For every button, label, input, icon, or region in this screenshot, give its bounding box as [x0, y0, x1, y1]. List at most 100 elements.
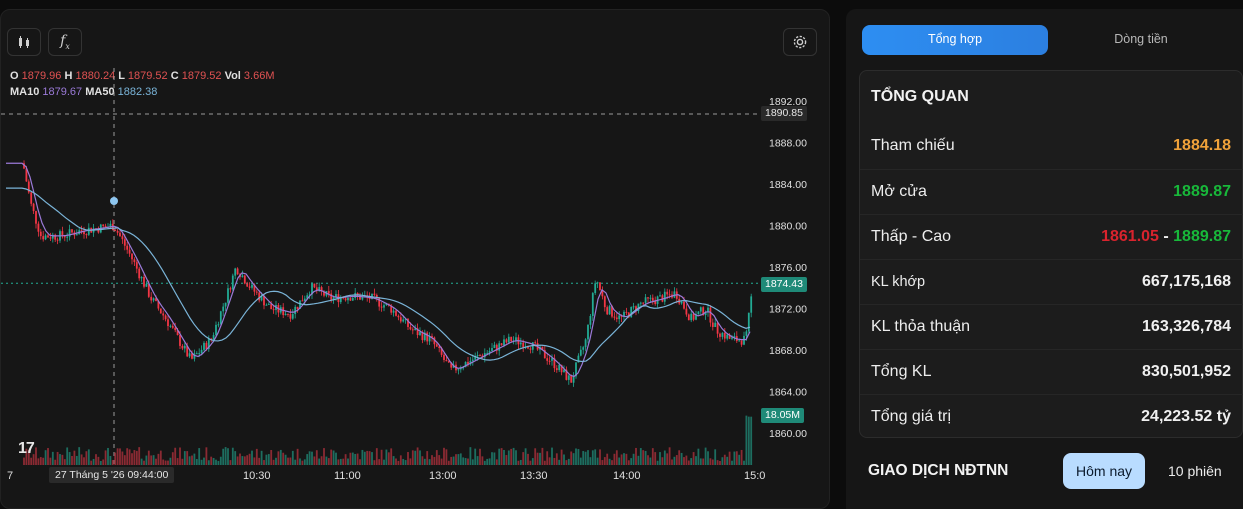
candle-body: [361, 295, 364, 300]
volume-bar: [395, 458, 397, 465]
candle-body: [145, 283, 148, 287]
crosshair-price-tag: 1890.85: [761, 106, 807, 121]
volume-bar: [575, 448, 577, 465]
volume-bar: [555, 453, 558, 465]
candle-body: [181, 345, 184, 349]
candle-body: [615, 317, 618, 320]
volume-bar: [107, 447, 109, 465]
volume-bar: [193, 453, 196, 465]
tab-bar: Tổng hợp Dòng tiền: [862, 25, 1234, 55]
candle-body: [380, 306, 383, 308]
candle-body: [318, 287, 321, 291]
volume-bar: [35, 447, 37, 465]
candle-body: [579, 349, 582, 356]
volume-bar: [625, 453, 628, 465]
volume-bar: [325, 456, 328, 465]
volume-bar: [719, 460, 721, 465]
candle-body: [433, 337, 436, 345]
candle-body: [375, 294, 378, 299]
candle-body: [500, 343, 503, 346]
candle-body: [128, 249, 131, 254]
candle-body: [272, 309, 275, 311]
tab-dong-tien[interactable]: Dòng tiền: [1114, 32, 1168, 46]
candle-body: [683, 301, 685, 309]
candle-body: [601, 290, 604, 297]
candles-icon[interactable]: [7, 28, 41, 56]
candle-body: [236, 268, 239, 275]
volume-bar: [366, 450, 369, 465]
price-tick: 1864.00: [769, 387, 807, 399]
volume-bar: [128, 449, 131, 465]
volume-bar: [145, 455, 148, 465]
candle-body: [291, 314, 294, 319]
row-negotiated-volume: KL thỏa thuận 163,326,784: [860, 304, 1243, 349]
candle-body: [23, 163, 25, 169]
low-value: 1879.52: [127, 70, 168, 82]
volume-bar: [553, 457, 556, 465]
volume-bar: [167, 460, 169, 465]
volume-bar: [649, 457, 652, 465]
volume-bar: [152, 455, 155, 465]
ten-sessions-button[interactable]: 10 phiên: [1168, 463, 1222, 479]
volume-bar: [733, 451, 736, 465]
volume-bar: [54, 459, 57, 465]
candle-body: [138, 268, 141, 279]
volume-bar: [342, 458, 345, 465]
gear-icon[interactable]: [783, 28, 817, 56]
volume-bar: [378, 459, 381, 465]
candle-body: [176, 330, 179, 335]
volume-bar: [368, 451, 371, 465]
candle-body: [265, 304, 268, 306]
volume-bar: [109, 455, 112, 465]
tab-tong-hop[interactable]: Tổng hợp: [862, 25, 1048, 55]
candle-body: [284, 313, 287, 316]
candle-body: [133, 259, 136, 263]
candle-body: [467, 361, 469, 365]
today-button[interactable]: Hôm nay: [1063, 453, 1146, 489]
volume-bar: [30, 457, 33, 465]
candle-body: [349, 298, 352, 301]
candle-body: [570, 375, 573, 383]
volume-bar: [524, 448, 527, 465]
volume-bar: [159, 450, 162, 465]
volume-bar: [462, 457, 465, 465]
candle-body: [30, 192, 33, 204]
candle-body: [203, 342, 205, 350]
candle-body: [191, 353, 193, 359]
volume-bar: [661, 457, 664, 465]
volume-bar: [289, 457, 292, 465]
high-value: 1880.24: [75, 70, 116, 82]
price-tick: 1884.00: [769, 179, 807, 191]
volume-bar: [263, 460, 265, 465]
volume-bar: [32, 454, 35, 465]
volume-bar: [243, 456, 246, 465]
candle-body: [246, 283, 249, 287]
price-chart[interactable]: 1892.00 1888.00 1884.00 1880.00 1876.00 1872.…: [1, 10, 830, 509]
candle-body: [577, 355, 580, 363]
time-axis: 7 10:30 11:00 13:00 13:30 14:00 15:0: [1, 467, 765, 487]
candle-body: [421, 332, 424, 341]
indicator-fx-icon[interactable]: fx: [48, 28, 82, 56]
volume-bar: [296, 448, 299, 465]
volume-bar: [315, 450, 318, 465]
candle-body: [651, 297, 654, 301]
candle-body: [159, 308, 162, 314]
candle-body: [332, 297, 335, 300]
candle-body: [212, 335, 215, 340]
volume-bar: [121, 451, 124, 465]
volume-bar: [642, 450, 645, 465]
candle-body: [476, 355, 479, 357]
candle-body: [479, 355, 481, 357]
price-tick: 1892.00: [769, 96, 807, 108]
candle-body: [102, 224, 105, 226]
candle-body: [150, 296, 153, 301]
volume-bar: [447, 460, 450, 465]
price-tick: 1868.00: [769, 345, 807, 357]
volume-bar: [85, 451, 88, 465]
volume-bar: [675, 455, 678, 465]
volume-bar: [503, 449, 505, 465]
candle-body: [435, 344, 438, 347]
volume-bar: [246, 455, 249, 465]
candle-body: [373, 293, 376, 295]
volume-bar: [210, 456, 213, 465]
